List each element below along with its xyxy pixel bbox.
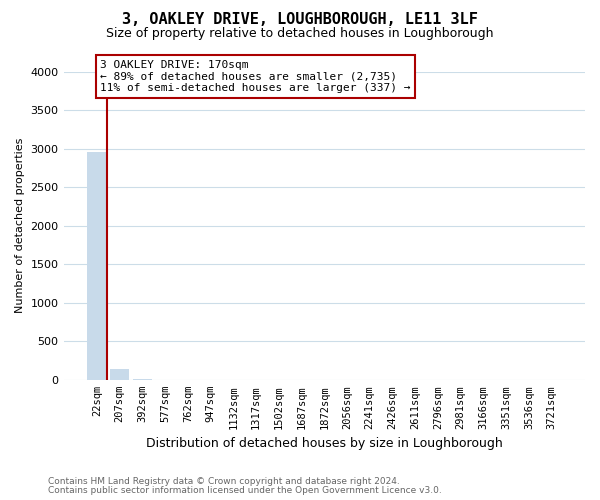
- Bar: [110, 369, 130, 380]
- X-axis label: Distribution of detached houses by size in Loughborough: Distribution of detached houses by size …: [146, 437, 503, 450]
- Text: Contains public sector information licensed under the Open Government Licence v3: Contains public sector information licen…: [48, 486, 442, 495]
- Y-axis label: Number of detached properties: Number of detached properties: [15, 138, 25, 314]
- Text: 3 OAKLEY DRIVE: 170sqm
← 89% of detached houses are smaller (2,735)
11% of semi-: 3 OAKLEY DRIVE: 170sqm ← 89% of detached…: [100, 60, 411, 93]
- Text: 3, OAKLEY DRIVE, LOUGHBOROUGH, LE11 3LF: 3, OAKLEY DRIVE, LOUGHBOROUGH, LE11 3LF: [122, 12, 478, 28]
- Text: Size of property relative to detached houses in Loughborough: Size of property relative to detached ho…: [106, 28, 494, 40]
- Text: Contains HM Land Registry data © Crown copyright and database right 2024.: Contains HM Land Registry data © Crown c…: [48, 477, 400, 486]
- Bar: [133, 379, 152, 380]
- Bar: [87, 152, 107, 380]
